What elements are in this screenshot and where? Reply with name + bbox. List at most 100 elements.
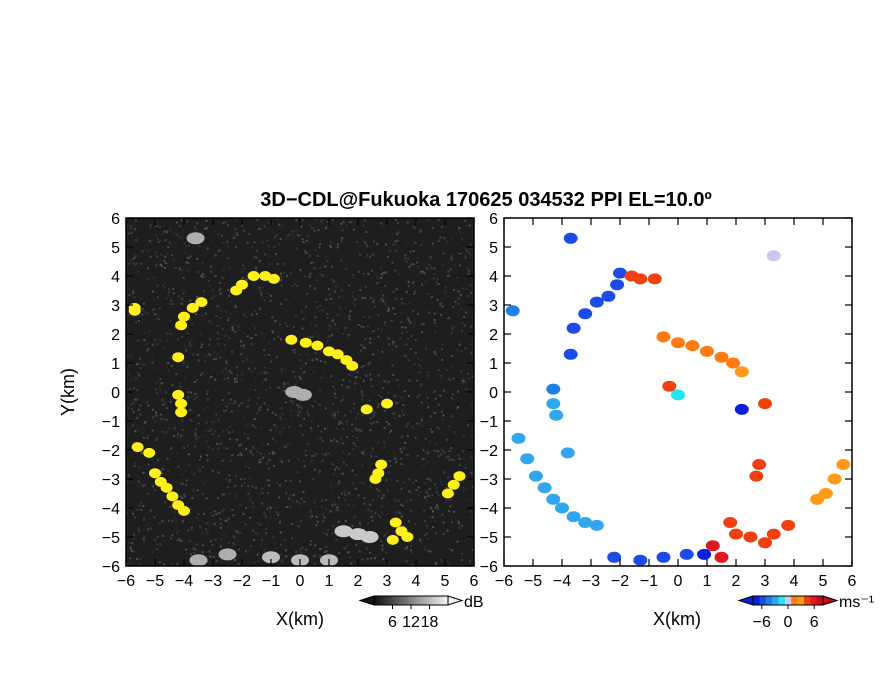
echo-cell <box>633 273 648 285</box>
echo-cell <box>175 407 188 418</box>
noise-speckle <box>194 548 197 551</box>
echo-cell <box>453 471 466 482</box>
noise-speckle <box>445 240 448 243</box>
noise-speckle <box>174 435 177 438</box>
noise-speckle <box>376 276 379 279</box>
noise-speckle <box>294 537 297 540</box>
noise-speckle <box>370 557 373 560</box>
colorbar-segment <box>398 596 403 605</box>
noise-speckle <box>239 521 242 524</box>
noise-speckle <box>187 269 190 272</box>
noise-speckle <box>156 284 159 287</box>
noise-speckle <box>454 300 457 303</box>
noise-speckle <box>239 451 242 454</box>
noise-speckle <box>134 430 137 433</box>
noise-speckle <box>215 559 218 562</box>
noise-speckle <box>152 298 155 301</box>
noise-speckle <box>311 455 314 458</box>
noise-speckle <box>187 396 190 399</box>
echo-cell <box>679 548 694 560</box>
colorbar-segment <box>380 596 384 605</box>
noise-speckle <box>405 331 408 333</box>
noise-speckle <box>403 547 406 550</box>
noise-speckle <box>288 234 291 237</box>
noise-speckle <box>359 431 362 433</box>
noise-speckle <box>450 521 453 524</box>
noise-speckle <box>210 540 212 543</box>
noise-speckle <box>133 516 136 519</box>
colorbar-tick-label: 6 <box>388 614 397 631</box>
noise-speckle <box>351 524 354 527</box>
noise-speckle <box>466 498 469 501</box>
noise-speckle <box>256 411 259 414</box>
noise-speckle <box>382 558 385 561</box>
noise-speckle <box>318 338 321 341</box>
colorbar-segment <box>407 596 412 605</box>
noise-speckle <box>132 512 134 515</box>
echo-cell <box>331 349 344 360</box>
noise-speckle <box>259 392 262 394</box>
noise-speckle <box>265 296 268 299</box>
noise-speckle <box>421 359 424 362</box>
noise-speckle <box>301 327 304 330</box>
noise-speckle <box>247 437 250 440</box>
noise-speckle <box>134 255 137 258</box>
echo-cell <box>836 459 851 470</box>
noise-speckle <box>250 269 253 272</box>
noise-speckle <box>336 243 339 246</box>
noise-speckle <box>184 469 187 472</box>
noise-speckle <box>242 344 245 347</box>
noise-speckle <box>445 487 448 489</box>
noise-speckle <box>388 308 391 311</box>
noise-speckle <box>160 403 163 406</box>
noise-speckle <box>276 299 279 302</box>
noise-speckle <box>303 241 306 244</box>
noise-speckle <box>185 261 188 264</box>
noise-speckle <box>191 323 193 326</box>
noise-speckle <box>399 503 402 506</box>
noise-speckle <box>299 502 302 505</box>
echo-cell <box>726 357 741 369</box>
noise-speckle <box>440 313 443 316</box>
noise-speckle <box>193 445 196 448</box>
noise-speckle <box>417 494 420 497</box>
noise-speckle <box>226 245 229 248</box>
noise-speckle <box>233 559 236 561</box>
noise-speckle <box>327 300 330 303</box>
noise-speckle <box>313 230 316 233</box>
noise-speckle <box>210 239 213 242</box>
noise-speckle <box>326 312 329 315</box>
noise-speckle <box>275 253 277 256</box>
noise-speckle <box>246 271 248 274</box>
noise-speckle <box>405 499 408 502</box>
noise-speckle <box>328 335 331 338</box>
noise-speckle <box>156 285 158 288</box>
noise-speckle <box>152 308 155 311</box>
noise-speckle <box>324 427 327 430</box>
y-tick-label: −2 <box>480 443 498 460</box>
noise-speckle <box>361 558 364 561</box>
noise-speckle <box>322 459 325 462</box>
y-tick-label: 4 <box>489 269 498 286</box>
noise-speckle <box>394 240 397 243</box>
noise-speckle <box>305 240 308 242</box>
noise-speckle <box>301 218 304 221</box>
noise-speckle <box>263 349 265 352</box>
noise-speckle <box>156 238 159 241</box>
noise-speckle <box>363 455 366 458</box>
noise-speckle <box>404 254 407 257</box>
noise-speckle <box>242 520 245 523</box>
noise-speckle <box>281 413 284 416</box>
noise-speckle <box>314 331 317 334</box>
noise-speckle <box>149 248 152 251</box>
noise-speckle <box>330 334 333 337</box>
noise-speckle <box>159 470 162 473</box>
noise-speckle <box>336 411 339 414</box>
noise-speckle <box>209 560 212 563</box>
noise-speckle <box>191 446 194 449</box>
noise-speckle <box>428 263 431 266</box>
noise-speckle <box>325 533 328 536</box>
noise-speckle <box>274 357 277 360</box>
noise-speckle <box>255 471 258 474</box>
colorbar-max-arrow <box>822 595 839 606</box>
